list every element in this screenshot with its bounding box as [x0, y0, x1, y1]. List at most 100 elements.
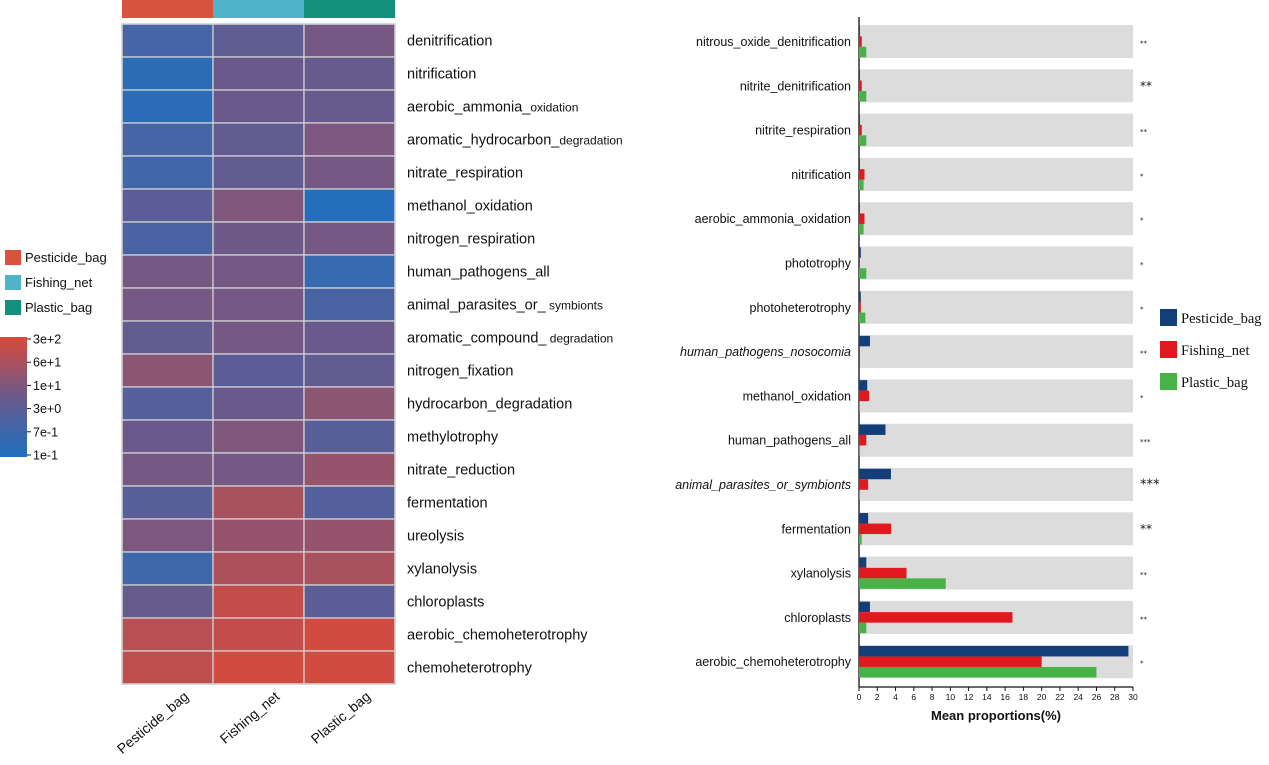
heatmap-column-label-fishing-net: Fishing_net: [217, 688, 283, 747]
heatmap-row-label-nitrate-reduction: nitrate_reduction: [407, 463, 515, 479]
bar-band-nitrite-denitrification: [859, 69, 1133, 103]
bar-legend-label-plastic-bag: Plastic_bag: [1181, 375, 1248, 391]
bar-chloroplasts-pesticide-bag: [859, 601, 870, 613]
bar-x-tick-label-12: 12: [964, 692, 974, 702]
heatmap-row-label-aerobic-chemoheterotrophy: aerobic_chemoheterotrophy: [407, 628, 588, 644]
group-color-bar-pesticide-bag: [122, 0, 213, 18]
bar-band-nitrous-oxide-denitrification: [859, 25, 1133, 58]
heatmap-row-label-chemoheterotrophy: chemoheterotrophy: [407, 661, 533, 677]
group-color-bar-fishing-net: [213, 0, 304, 18]
heatmap-cells: [121, 23, 396, 685]
heatmap-cell-methylotrophy-pesticide-bag: [121, 419, 214, 454]
heatmap-cell-animal-parasites-or-symbionts-fishing-net: [212, 287, 305, 322]
bar-human-pathogens-all-pesticide-bag: [859, 424, 886, 435]
heatmap-cell-methylotrophy-plastic-bag: [303, 419, 396, 454]
bar-nitrite-respiration-pesticide-bag: [859, 114, 860, 125]
bar-category-label-human-pathogens-all: human_pathogens_all: [728, 434, 851, 448]
colorbar-tick-label-4: 7e-1: [33, 425, 58, 439]
heatmap-cell-chemoheterotrophy-plastic-bag: [303, 650, 396, 685]
heatmap-cell-xylanolysis-pesticide-bag: [121, 551, 214, 586]
heatmap-cell-nitrate-reduction-pesticide-bag: [121, 452, 214, 487]
bar-nitrous-oxide-denitrification-fishing-net: [859, 36, 862, 47]
heatmap-cell-nitrogen-fixation-plastic-bag: [303, 353, 396, 388]
bar-chloroplasts-plastic-bag: [859, 622, 867, 634]
colorbar-gradient-bar: [0, 337, 27, 457]
group-color-bar-plastic-bag: [304, 0, 395, 18]
heatmap-cell-aromatic-hydrocarbon-degradation-fishing-net: [212, 122, 305, 157]
heatmap-cell-nitrogen-respiration-fishing-net: [212, 221, 305, 256]
heatmap-cell-nitrogen-respiration-plastic-bag: [303, 221, 396, 256]
heatmap-group-color-bar: [122, 0, 395, 18]
bar-category-label-human-pathogens-nosocomia: human_pathogens_nosocomia: [680, 345, 851, 359]
heatmap-cell-animal-parasites-or-symbionts-pesticide-bag: [121, 287, 214, 322]
bar-category-label-nitrification: nitrification: [791, 168, 851, 182]
bar-x-tick-label-8: 8: [930, 692, 935, 702]
bar-x-tick-label-2: 2: [875, 692, 880, 702]
heatmap-cell-animal-parasites-or-symbionts-plastic-bag: [303, 287, 396, 322]
bar-x-tick-label-14: 14: [982, 692, 992, 702]
bar-photoheterotrophy-pesticide-bag: [859, 291, 861, 303]
bar-band-methanol-oxidation: [859, 379, 1133, 413]
bar-phototrophy-fishing-net: [859, 257, 860, 269]
bar-category-label-aerobic-ammonia-oxidation: aerobic_ammonia_oxidation: [695, 212, 851, 226]
heatmap-cell-aromatic-compound-degradation-fishing-net: [212, 320, 305, 355]
colorbar-tick-label-1: 6e+1: [33, 356, 61, 370]
heatmap-column-label-plastic-bag: Plastic_bag: [308, 688, 374, 747]
heatmap-cell-nitrate-respiration-fishing-net: [212, 155, 305, 190]
bar-nitrite-denitrification-fishing-net: [859, 80, 862, 92]
significance-mark-animal-parasites-or-symbionts: ***: [1140, 478, 1160, 493]
bar-photoheterotrophy-plastic-bag: [859, 312, 866, 324]
heatmap-cell-nitrate-reduction-fishing-net: [212, 452, 305, 487]
heatmap-cell-aromatic-hydrocarbon-degradation-plastic-bag: [303, 122, 396, 157]
heatmap-row-label-hydrocarbon-degradation: hydrocarbon_degradation: [407, 397, 572, 413]
bar-nitrification-plastic-bag: [859, 179, 864, 191]
bar-x-tick-label-10: 10: [946, 692, 956, 702]
bar-category-label-photoheterotrophy: photoheterotrophy: [750, 301, 852, 315]
bar-x-tick-label-24: 24: [1073, 692, 1083, 702]
bar-chart-legend: Pesticide_bag Fishing_net Plastic_bag: [1160, 309, 1262, 391]
bar-band-nitrite-respiration: [859, 113, 1133, 147]
heatmap-cell-ureolysis-fishing-net: [212, 518, 305, 553]
significance-mark-chloroplasts: **: [1140, 615, 1148, 623]
heatmap-row-label-denitrification: denitrification: [407, 34, 492, 50]
bar-category-label-methanol-oxidation: methanol_oxidation: [743, 389, 851, 403]
bar-legend-swatch-fishing-net: [1160, 341, 1177, 358]
colorbar-tick-label-2: 1e+1: [33, 379, 61, 393]
bar-x-tick-label-16: 16: [1000, 692, 1010, 702]
bar-xylanolysis-pesticide-bag: [859, 557, 867, 568]
heatmap-cell-aromatic-compound-degradation-plastic-bag: [303, 320, 396, 355]
bar-x-tick-label-22: 22: [1055, 692, 1065, 702]
heatmap-cell-aromatic-compound-degradation-pesticide-bag: [121, 320, 214, 355]
bar-band-human-pathogens-all: [859, 423, 1133, 457]
bar-aerobic-chemoheterotrophy-fishing-net: [859, 656, 1042, 667]
bar-human-pathogens-all-fishing-net: [859, 434, 867, 446]
heatmap-row-label-nitrogen-respiration: nitrogen_respiration: [407, 232, 535, 248]
bar-phototrophy-pesticide-bag: [859, 247, 861, 258]
bar-nitrous-oxide-denitrification-plastic-bag: [859, 46, 867, 58]
bar-category-label-chloroplasts: chloroplasts: [784, 611, 851, 625]
bar-aerobic-ammonia-oxidation-plastic-bag: [859, 223, 864, 235]
heatmap-colorbar: 3e+2 6e+1 1e+1 3e+0 7e-1 1e-1: [0, 333, 61, 463]
bar-aerobic-ammonia-oxidation-pesticide-bag: [859, 202, 860, 214]
heatmap-cell-human-pathogens-all-pesticide-bag: [121, 254, 214, 289]
legend-label-pesticide-bag: Pesticide_bag: [25, 250, 107, 265]
bar-xylanolysis-fishing-net: [859, 567, 907, 579]
bar-aerobic-chemoheterotrophy-pesticide-bag: [859, 645, 1129, 657]
bar-nitrous-oxide-denitrification-pesticide-bag: [859, 25, 860, 37]
bar-x-tick-label-18: 18: [1019, 692, 1029, 702]
heatmap-row-label-human-pathogens-all: human_pathogens_all: [407, 265, 550, 281]
heatmap-cell-chloroplasts-pesticide-bag: [121, 584, 214, 619]
significance-mark-photoheterotrophy: *: [1140, 305, 1144, 313]
heatmap-row-label-fermentation: fermentation: [407, 496, 488, 512]
bar-legend-swatch-plastic-bag: [1160, 373, 1177, 390]
colorbar-tick-label-3: 3e+0: [33, 402, 61, 416]
bar-band-nitrification: [859, 157, 1133, 191]
legend-swatch-pesticide-bag: [5, 250, 21, 265]
bar-nitrification-fishing-net: [859, 169, 865, 180]
bar-human-pathogens-nosocomia-pesticide-bag: [859, 335, 870, 347]
heatmap-row-label-nitrate-respiration: nitrate_respiration: [407, 166, 523, 182]
bar-band-aerobic-ammonia-oxidation: [859, 202, 1133, 236]
heatmap-column-label-pesticide-bag: Pesticide_bag: [114, 688, 192, 757]
bar-legend-label-fishing-net: Fishing_net: [1181, 343, 1249, 359]
heatmap-cell-nitrogen-fixation-fishing-net: [212, 353, 305, 388]
